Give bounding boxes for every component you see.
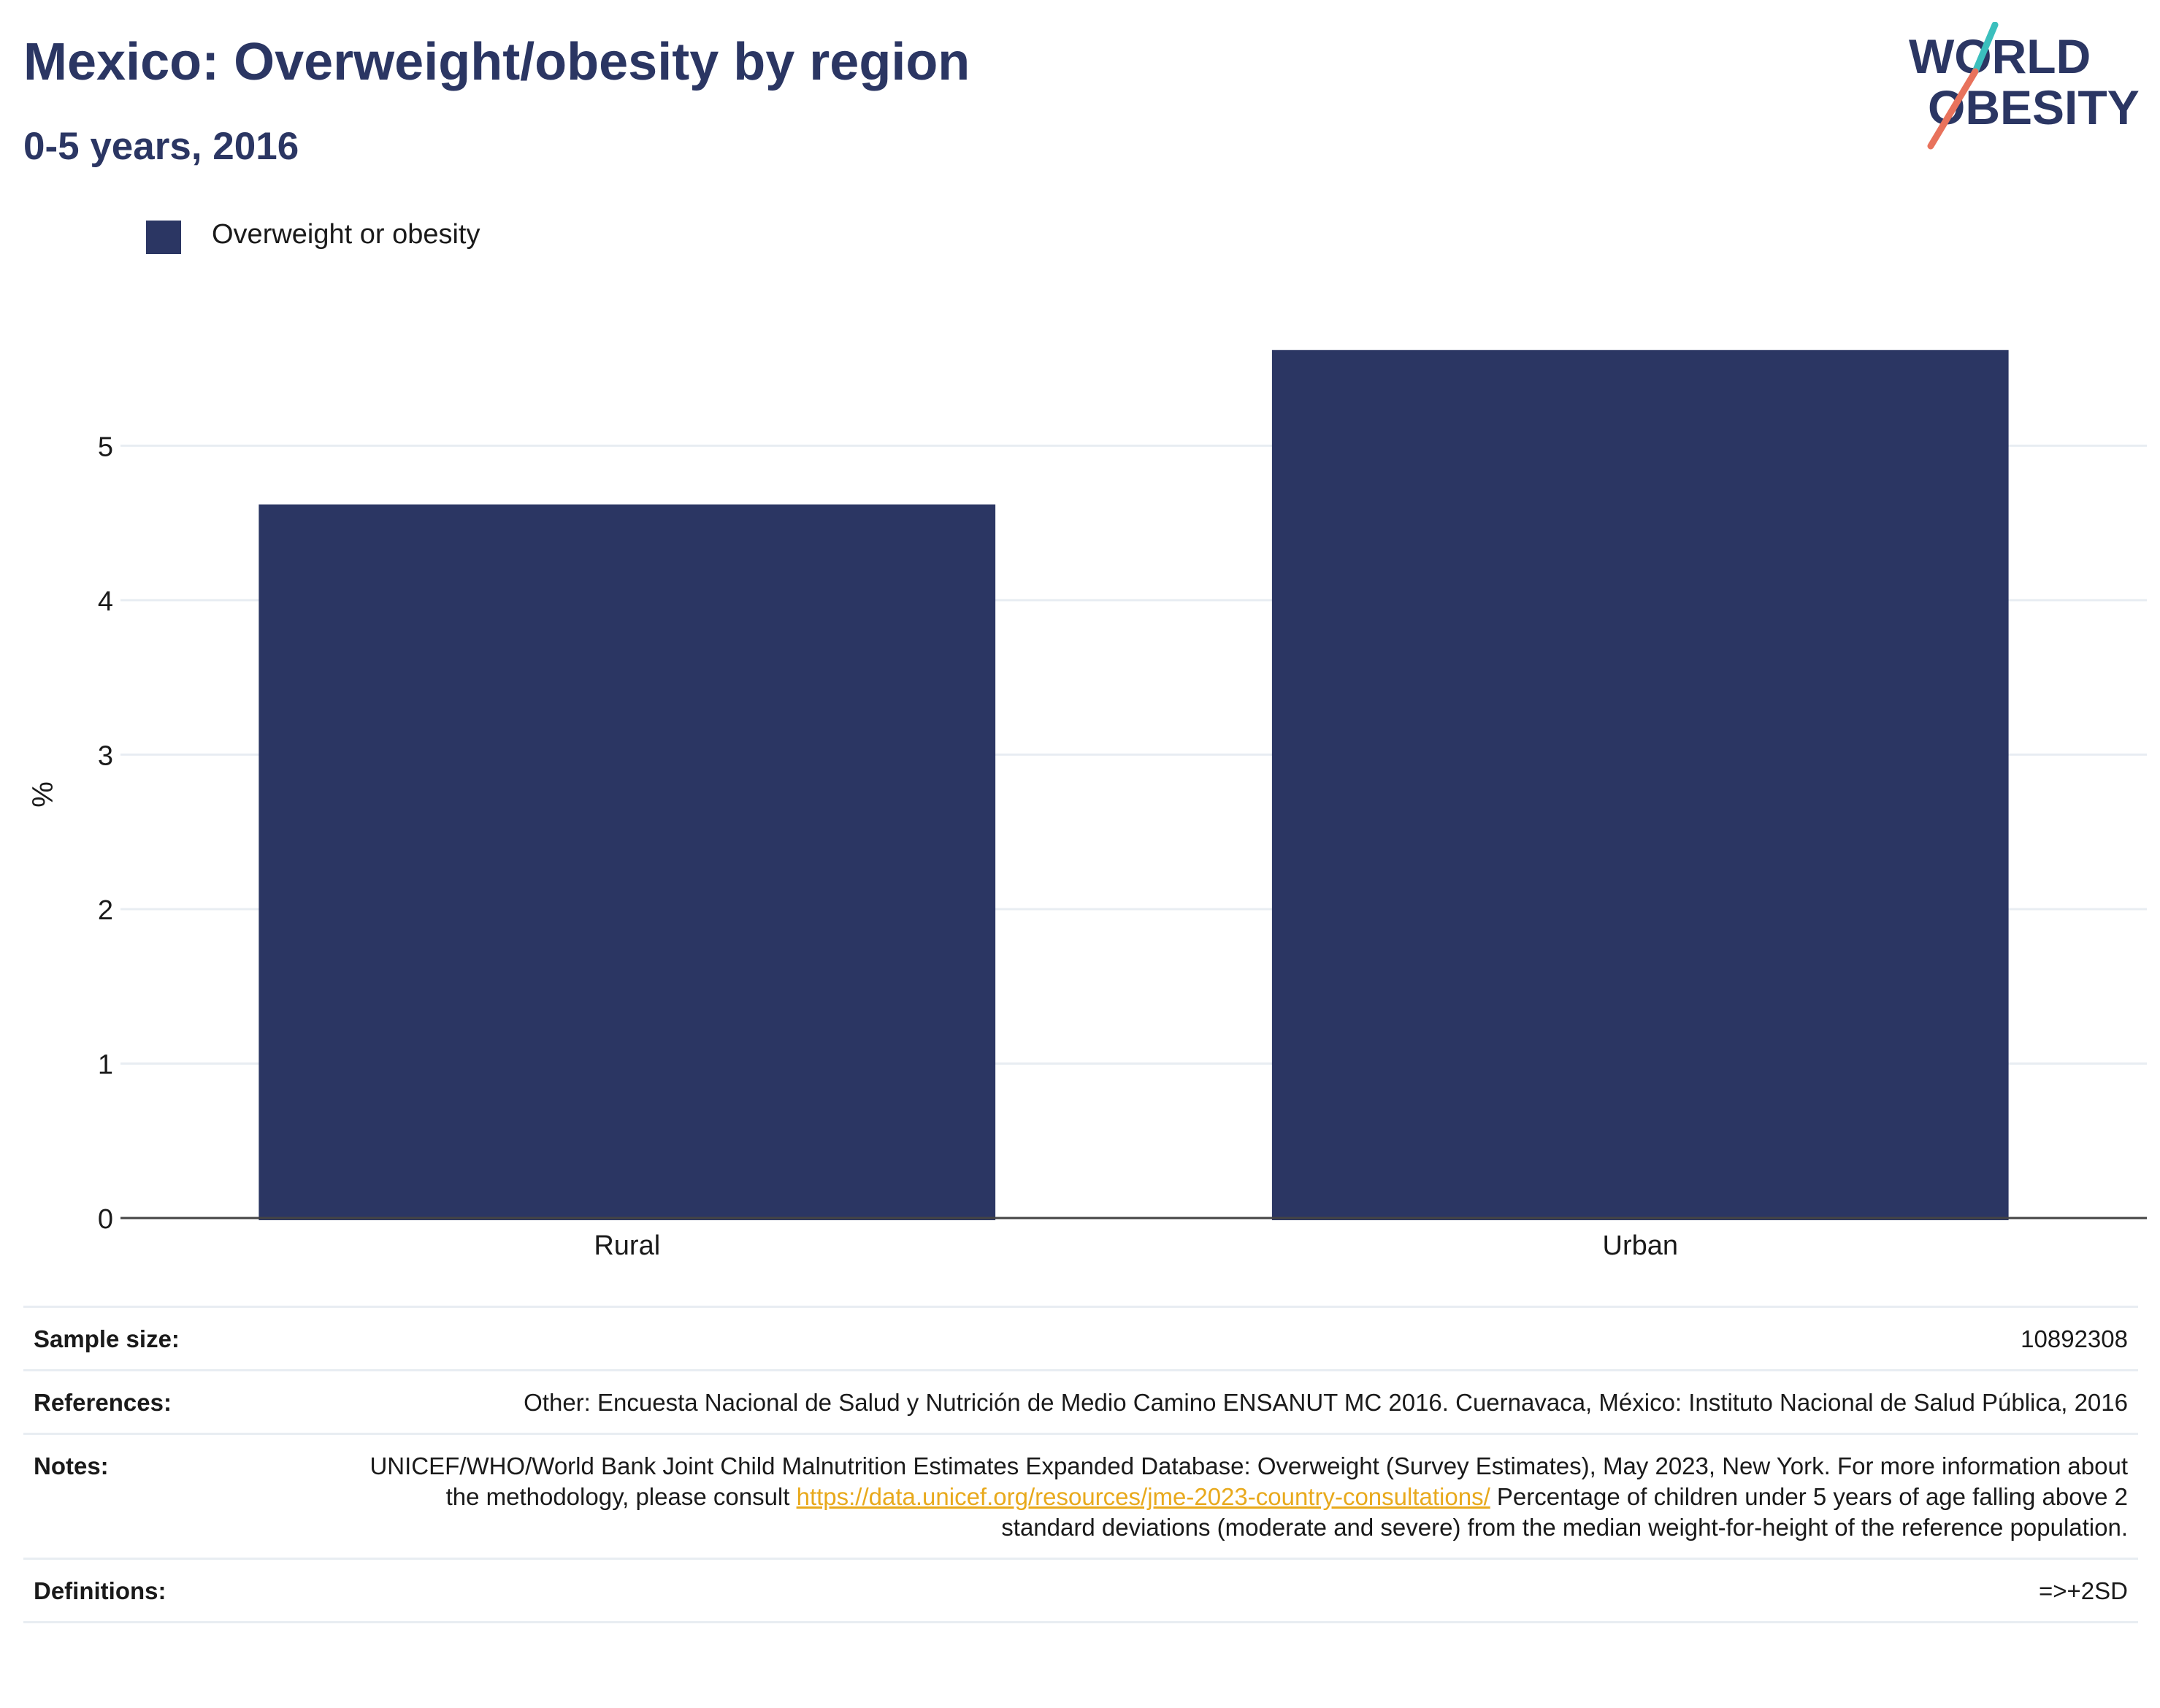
y-tick-label: 4 (98, 586, 113, 617)
logo-text-world: WORLD (1909, 29, 2091, 83)
y-tick-label: 3 (98, 740, 113, 771)
bar-chart: 0 1 2 3 4 5 Rural Urban% (27, 350, 2147, 1261)
notes-text-1: UNICEF/WHO/World Bank Joint Child Malnut… (369, 1452, 2128, 1510)
y-tick-label: 0 (98, 1204, 113, 1235)
y-axis-label: % (27, 781, 59, 808)
references-label: References: (34, 1389, 172, 1416)
notes-row: Notes: UNICEF/WHO/World Bank Joint Child… (23, 1433, 2138, 1558)
notes-label: Notes: (34, 1452, 109, 1479)
world-obesity-logo: WORLD OBESITY (1909, 22, 2140, 150)
y-tick-label: 1 (98, 1049, 113, 1080)
chart-subtitle: 0-5 years, 2016 (23, 125, 299, 168)
x-tick-label: Rural (594, 1230, 660, 1261)
references-value: Other: Encuesta Nacional de Salud y Nutr… (524, 1389, 2128, 1416)
y-tick-label: 2 (98, 895, 113, 926)
legend-swatch (146, 221, 181, 254)
bar-urban (1271, 350, 2009, 1221)
logo-slash-teal (1972, 22, 1999, 75)
definitions-label: Definitions: (34, 1577, 166, 1604)
notes-text-2: Percentage of children under 5 years of … (1001, 1483, 2128, 1541)
y-tick-label: 5 (98, 432, 113, 462)
notes-value: UNICEF/WHO/World Bank Joint Child Malnut… (369, 1451, 2128, 1543)
logo-slash-coral (1927, 68, 1979, 150)
bars (258, 350, 2009, 1221)
axes: 0 1 2 3 4 5 Rural Urban% (27, 432, 2147, 1261)
definitions-value: =>+2SD (2038, 1577, 2128, 1604)
legend-label: Overweight or obesity (212, 219, 480, 250)
x-tick-label: Urban (1603, 1230, 1679, 1261)
metadata-table: Sample size: 10892308 References: Other:… (23, 1306, 2138, 1623)
sample-size-label: Sample size: (34, 1325, 180, 1352)
notes-link[interactable]: https://data.unicef.org/resources/jme-20… (796, 1483, 1490, 1510)
chart-title: Mexico: Overweight/obesity by region (23, 33, 970, 91)
bar-rural (258, 504, 996, 1220)
references-row: References: Other: Encuesta Nacional de … (23, 1369, 2138, 1433)
sample-size-value: 10892308 (2021, 1325, 2128, 1352)
definitions-row: Definitions: =>+2SD (23, 1558, 2138, 1623)
sample-size-row: Sample size: 10892308 (23, 1306, 2138, 1369)
